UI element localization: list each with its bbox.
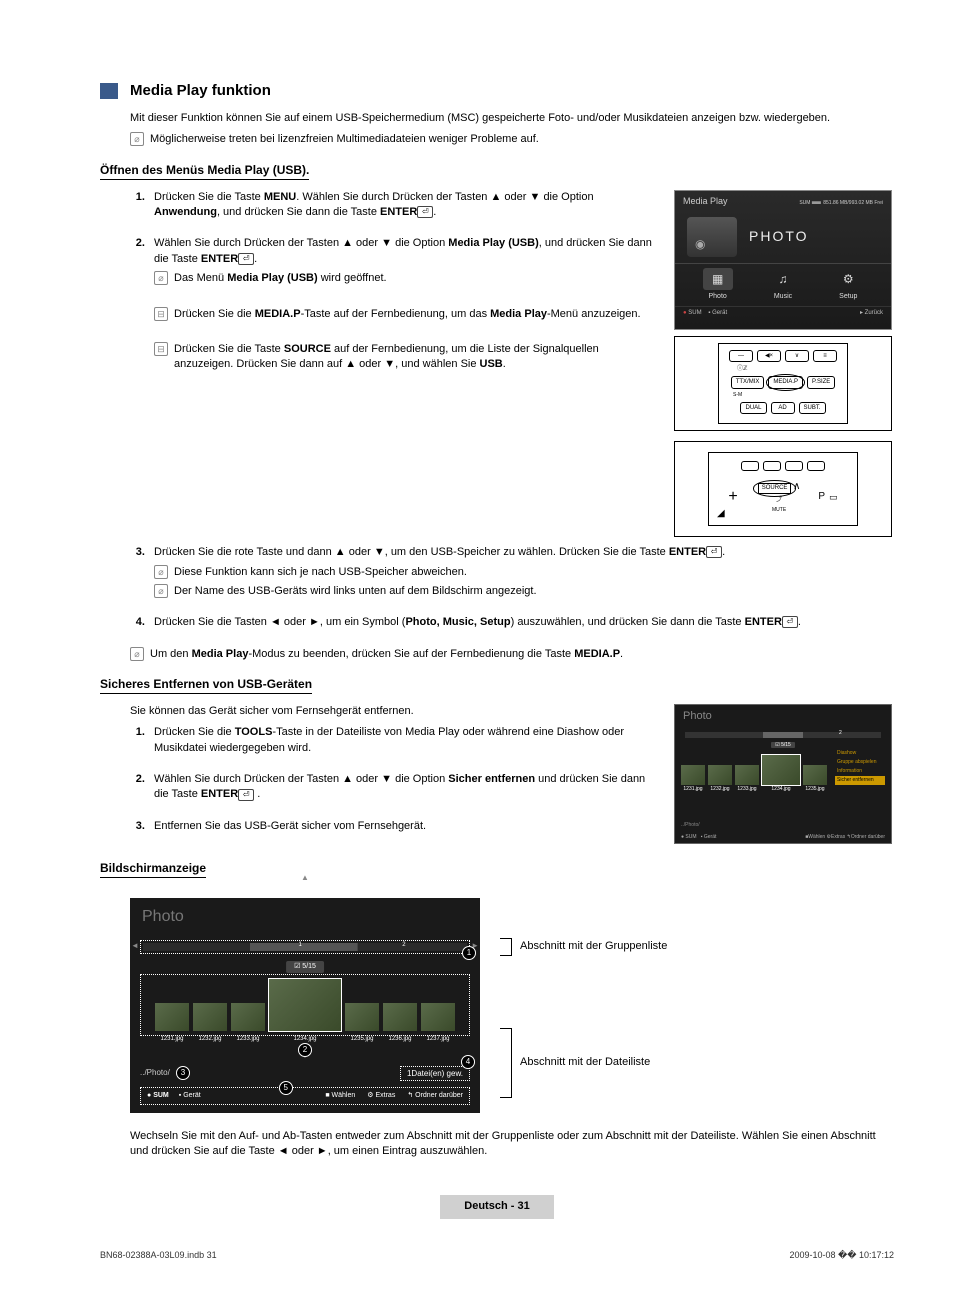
safe-remove-intro: Sie können das Gerät sicher vom Fernsehg… <box>130 704 654 719</box>
remote-btn-minus: — <box>729 350 753 362</box>
sr-step-2: Wählen Sie durch Drücken der Tasten ▲ od… <box>148 772 654 803</box>
note-icon: ⌀ <box>130 132 144 146</box>
music-icon: ♫ <box>768 268 798 290</box>
remote-diagram-1: — ◀× ∨ ≡ ⓘℤ TTX/MIX MEDIA.P P.SIZE S-M <box>674 336 892 432</box>
step-1: Drücken Sie die Taste MENU. Wählen Sie d… <box>148 190 654 221</box>
enter-icon: ⏎ <box>782 616 798 628</box>
accent-bar <box>100 83 118 99</box>
mp-tab-setup: ⚙ Setup <box>833 268 863 302</box>
remote-small-label: S-M <box>733 392 742 399</box>
remote-mute-label: MUTE <box>758 507 801 514</box>
exit-note: ⌀ Um den Media Play-Modus zu beenden, dr… <box>130 647 894 662</box>
media-play-screenshot: Media Play SUM ▬ 851.86 MB/993.02 MB Fre… <box>674 190 892 330</box>
note-text: Möglicherweise treten bei lizenzfreien M… <box>150 132 539 147</box>
photo-browser-small: Photo 2 ☑ 5/15 1231.jpg 1232.jpg 1233.jp… <box>674 704 892 844</box>
doc-timestamp: 2009-10-08 �� 10:17:12 <box>789 1249 894 1262</box>
photo-browser-large: Photo 1 2 1 ▲ ☑ 5/15 1231.jpg 1232.jpg 1… <box>130 898 480 1113</box>
remote-btn-pre: ≡ <box>813 350 837 362</box>
green-button <box>763 461 781 471</box>
sr-step-1: Drücken Sie die TOOLS-Taste in der Datei… <box>148 725 654 756</box>
section-title: Media Play funktion <box>130 80 271 101</box>
step-2: Wählen Sie durch Drücken der Tasten ▲ od… <box>148 236 654 372</box>
badge-3: 3 <box>176 1066 190 1080</box>
remote-btn-psize: P.SIZE <box>807 376 835 388</box>
remote-btn-mute: ◀× <box>757 350 781 362</box>
final-paragraph: Wechseln Sie mit den Auf- und Ab-Tasten … <box>130 1129 894 1160</box>
photo-icon: ▦ <box>703 268 733 290</box>
section-intro: Mit dieser Funktion können Sie auf einem… <box>130 111 894 126</box>
remote-icon: ⊟ <box>154 342 168 356</box>
enter-icon: ⏎ <box>706 546 722 558</box>
enter-icon: ⏎ <box>238 253 254 265</box>
note-icon: ⌀ <box>130 647 144 661</box>
badge-5: 5 <box>279 1081 293 1095</box>
remote-box-icon: ▭ <box>829 491 838 504</box>
step-2-remote-1: ⊟ Drücken Sie die MEDIA.P-Taste auf der … <box>154 307 654 322</box>
note-icon: ⌀ <box>154 565 168 579</box>
subsection-open-menu: Öffnen des Menüs Media Play (USB). Drück… <box>100 162 894 662</box>
diagram-labels: Abschnitt mit der Gruppenliste Abschnitt… <box>500 898 667 1098</box>
sr-step-3: Entfernen Sie das USB-Gerät sicher vom F… <box>148 819 654 834</box>
remote-btn-ad: AD <box>771 402 795 414</box>
blue-button <box>807 461 825 471</box>
badge-4: 4 <box>461 1055 475 1069</box>
remote-btn-mediap: MEDIA.P <box>768 376 803 388</box>
page-footer: Deutsch - 31 <box>100 1195 894 1218</box>
page-number: Deutsch - 31 <box>440 1195 553 1218</box>
remote-btn-dual: DUAL <box>740 402 766 414</box>
yellow-button <box>785 461 803 471</box>
vol-plus: + <box>728 486 737 508</box>
step-2-remote-2: ⊟ Drücken Sie die Taste SOURCE auf der F… <box>154 342 654 373</box>
subsection-safe-remove: Sicheres Entfernen von USB-Geräten Sie k… <box>100 676 894 850</box>
pbl-counter: ☑ 5/15 <box>286 961 324 973</box>
section-header: Media Play funktion <box>100 80 894 101</box>
mp-photo-large-icon <box>687 217 737 257</box>
remote-btn-subt: SUBT. <box>799 402 826 414</box>
step-3-note-2: ⌀ Der Name des USB-Geräts wird links unt… <box>154 584 894 599</box>
enter-icon: ⏎ <box>238 789 254 801</box>
mp-header-title: Media Play <box>683 195 728 208</box>
pbl-path: ../Photo/ 3 <box>140 1066 190 1080</box>
label-group-list: Abschnitt mit der Gruppenliste <box>520 939 667 954</box>
step-4: Drücken Sie die Tasten ◄ oder ►, um ein … <box>148 615 894 630</box>
remote-diagram-2: + SOURCE ∧ ⤴ MUTE P ▭ ◢ <box>674 441 892 537</box>
remote-p-label: P <box>818 490 825 504</box>
subsection-display: Bildschirmanzeige Photo 1 2 1 ▲ ☑ 5/15 1… <box>100 860 894 1159</box>
step-2-note: ⌀ Das Menü Media Play (USB) wird geöffne… <box>154 271 654 286</box>
note-icon: ⌀ <box>154 584 168 598</box>
pbl-file-section: ☑ 5/15 1231.jpg 1232.jpg 1233.jpg 1234.j… <box>140 974 470 1036</box>
pbl-selection-info: 1Datei(en) gew. 4 <box>400 1066 470 1081</box>
pbl-title: Photo <box>130 898 480 936</box>
pb-slider: 2 <box>685 732 881 738</box>
doc-filename: BN68-02388A-03L09.indb 31 <box>100 1249 217 1262</box>
subsection-title: Sicheres Entfernen von USB-Geräten <box>100 676 312 694</box>
subsection-title: Bildschirmanzeige <box>100 860 206 878</box>
pbl-bottom-bar: ● SUM ▪ Gerät ■ Wählen ⚙ Extras ↰ Ordner… <box>140 1087 470 1105</box>
remote-btn-ttx: TTX/MIX <box>731 376 765 388</box>
remote-btn-down: ∨ <box>785 350 809 362</box>
arrow-up-icon: ▲ <box>301 872 309 883</box>
step-3-note-1: ⌀ Diese Funktion kann sich je nach USB-S… <box>154 565 894 580</box>
subsection-title: Öffnen des Menüs Media Play (USB). <box>100 162 309 180</box>
section-note: ⌀ Möglicherweise treten bei lizenzfreien… <box>130 132 894 147</box>
remote-icon: ⊟ <box>154 307 168 321</box>
mp-tab-photo: ▦ Photo <box>703 268 733 302</box>
remote-btn-info: ⓘℤ <box>737 365 747 373</box>
pbl-group-section: 1 2 1 <box>140 940 470 954</box>
pb-context-menu: Diashow Gruppe abspielen Information Sic… <box>835 749 885 785</box>
pb-title: Photo <box>675 705 891 728</box>
mp-main-label: PHOTO <box>749 227 809 247</box>
note-icon: ⌀ <box>154 271 168 285</box>
step-3: Drücken Sie die rote Taste und dann ▲ od… <box>148 545 894 599</box>
gear-icon: ⚙ <box>833 268 863 290</box>
badge-1: 1 <box>462 946 476 960</box>
doc-footer: BN68-02388A-03L09.indb 31 2009-10-08 �� … <box>100 1249 894 1262</box>
enter-icon: ⏎ <box>417 206 433 218</box>
mp-tab-music: ♫ Music <box>768 268 798 302</box>
badge-2: 2 <box>298 1043 312 1057</box>
label-file-list: Abschnitt mit der Dateiliste <box>520 1055 650 1070</box>
remote-btn-source: SOURCE <box>758 483 792 493</box>
red-button <box>741 461 759 471</box>
